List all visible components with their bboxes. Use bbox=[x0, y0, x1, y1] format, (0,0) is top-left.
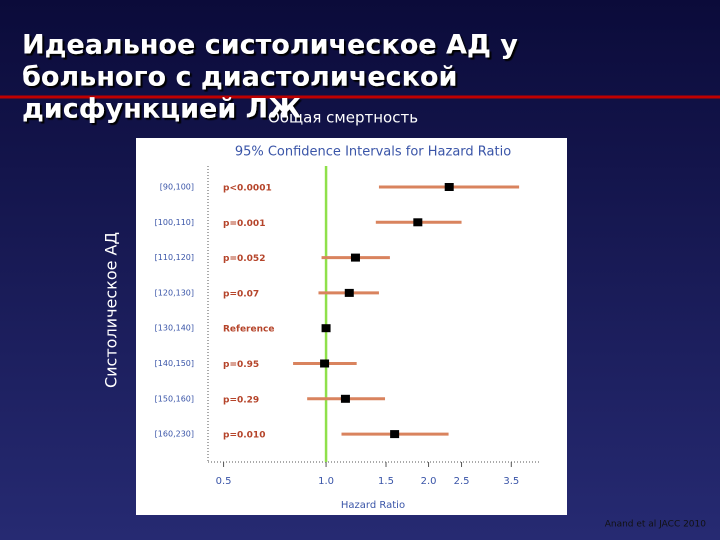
p-value: p=0.07 bbox=[223, 289, 259, 299]
point-estimate bbox=[350, 253, 360, 262]
y-tick-label: [160,230] bbox=[155, 430, 194, 439]
plot: 0.5 1.0 1.5 2.0 2.5 3.5 [90,100] p<0.0001 [100,1… bbox=[155, 166, 540, 487]
y-tick-label: [100,110] bbox=[155, 218, 194, 227]
y-tick-label: [120,130] bbox=[155, 288, 194, 297]
point-estimate bbox=[321, 324, 331, 333]
chart-title: 95% Confidence Intervals for Hazard Rati… bbox=[235, 145, 511, 160]
p-value: p=0.001 bbox=[223, 219, 265, 229]
source: Anand et al JACC 2010 bbox=[605, 520, 707, 530]
point-estimate bbox=[320, 359, 330, 368]
p-value: p=0.010 bbox=[223, 431, 265, 441]
p-value: Reference bbox=[223, 325, 274, 335]
chart-panel bbox=[136, 138, 567, 515]
point-estimate bbox=[340, 394, 350, 403]
y-tick-label: [150,160] bbox=[155, 394, 194, 403]
point-estimate bbox=[444, 183, 454, 191]
slide-title: больного с диастолической bbox=[22, 62, 457, 93]
point-estimate bbox=[344, 288, 354, 297]
p-value: p<0.0001 bbox=[223, 184, 272, 194]
slide-title: Идеальное систолическое АД у bbox=[22, 30, 518, 61]
y-tick-label: [110,120] bbox=[155, 253, 194, 262]
y-tick-label: [90,100] bbox=[160, 183, 194, 192]
x-tick-label: 3.5 bbox=[503, 476, 519, 487]
x-tick-label: 1.0 bbox=[318, 476, 334, 487]
x-axis-label: Hazard Ratio bbox=[341, 500, 405, 511]
x-tick-label: 2.0 bbox=[421, 476, 437, 487]
y-tick-label: [130,140] bbox=[155, 324, 194, 333]
y-tick-label: [140,150] bbox=[155, 359, 194, 368]
x-tick-label: 2.5 bbox=[454, 476, 470, 487]
p-value: p=0.29 bbox=[223, 395, 259, 405]
point-estimate bbox=[413, 218, 423, 227]
p-value: p=0.95 bbox=[223, 360, 259, 370]
point-estimate bbox=[390, 430, 400, 439]
p-value: p=0.052 bbox=[223, 254, 265, 264]
x-tick-label: 0.5 bbox=[216, 476, 232, 487]
x-tick-label: 1.5 bbox=[378, 476, 394, 487]
subtitle: Общая смертность bbox=[268, 109, 418, 127]
y-axis-label: Систолическое АД bbox=[102, 232, 121, 388]
slide-title: дисфункцией ЛЖ bbox=[22, 94, 301, 125]
